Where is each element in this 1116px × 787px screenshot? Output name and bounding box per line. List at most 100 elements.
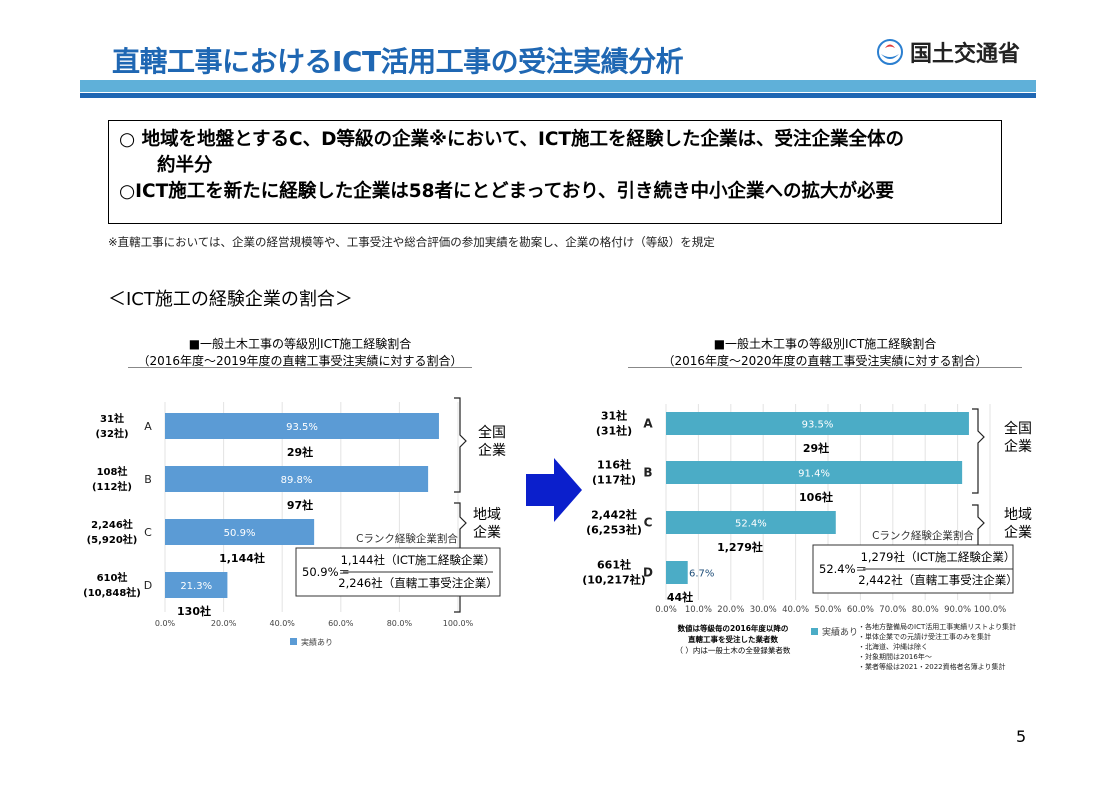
right-bar-c bbox=[666, 511, 836, 534]
left-value-label: 93.5% bbox=[286, 422, 318, 433]
left-company-count: 610社 bbox=[97, 571, 128, 584]
right-company-total: (117社) bbox=[592, 473, 636, 487]
right-value-label: 6.7% bbox=[689, 569, 714, 580]
transition-arrow-icon bbox=[526, 458, 582, 522]
right-x-tick-label: 50.0% bbox=[814, 605, 841, 615]
footnote: ※直轄工事においては、企業の経営規模等や、工事受注や総合評価の参加実績を勘案し、… bbox=[108, 235, 715, 249]
left-formula-lhs: 50.9%＝ bbox=[302, 565, 350, 579]
left-company-count: 2,246社 bbox=[91, 518, 133, 531]
right-value-label: 52.4% bbox=[735, 519, 767, 530]
left-chart-title: ■一般土木工事の等級別ICT施工経験割合 bbox=[188, 337, 412, 351]
right-chart: 0.0% 10.0% 20.0% 30.0% 40.0% 50.0% 60.0% 70.0% 8… bbox=[582, 404, 1032, 671]
left-count-label: 130社 bbox=[177, 604, 211, 618]
left-chart-subtitle: （2016年度～2019年度の直轄工事受注実績に対する割合） bbox=[137, 354, 463, 368]
right-title-underline bbox=[628, 367, 1022, 368]
right-group-bracket bbox=[972, 408, 985, 494]
left-count-label: 1,144社 bbox=[219, 551, 265, 565]
summary-line-2: ○ICT施工を新たに経験した企業は58者にとどまっており、引き続き中小企業への拡… bbox=[119, 181, 895, 202]
left-value-label: 50.9% bbox=[224, 528, 256, 539]
right-x-tick-label: 40.0% bbox=[782, 605, 809, 615]
right-x-tick-label: 100.0% bbox=[974, 605, 1006, 615]
right-company-count: 2,442社 bbox=[591, 508, 637, 522]
right-legend-label: 実績あり bbox=[822, 626, 858, 638]
right-chart-title: ■一般土木工事の等級別ICT施工経験割合 bbox=[713, 337, 937, 351]
right-group-label: 企業 bbox=[1004, 524, 1032, 541]
right-x-tick-label: 10.0% bbox=[685, 605, 712, 615]
left-count-label: 29社 bbox=[287, 445, 313, 459]
right-note-right: ・単体企業での元請け受注工事のみを集計 bbox=[858, 632, 991, 641]
left-company-total: (5,920社) bbox=[87, 533, 138, 546]
right-note-right: ・各地方整備局のICT活用工事実績リストより集計 bbox=[858, 622, 1016, 631]
right-company-total: (6,253社) bbox=[586, 523, 642, 537]
right-group-label: 企業 bbox=[1004, 438, 1032, 455]
left-bar-b bbox=[165, 466, 429, 492]
left-x-tick-label: 20.0% bbox=[211, 619, 237, 628]
page-number: 5 bbox=[1016, 727, 1027, 746]
right-note-left: 直轄工事を受注した業者数 bbox=[688, 634, 778, 644]
left-group-label: 企業 bbox=[478, 442, 506, 459]
right-company-count: 116社 bbox=[597, 458, 631, 472]
left-x-tick-label: 40.0% bbox=[269, 619, 295, 628]
left-company-total: (10,848社) bbox=[83, 586, 141, 599]
section-heading: ＜ICT施工の経験企業の割合＞ bbox=[108, 289, 353, 310]
left-x-tick-label: 60.0% bbox=[328, 619, 354, 628]
right-x-tick-label: 70.0% bbox=[879, 605, 906, 615]
right-note-left: （ ）内は一般土木の全登録業者数 bbox=[676, 645, 791, 655]
left-x-tick-label: 80.0% bbox=[387, 619, 413, 628]
right-note-left: 数値は等級毎の2016年度以降の bbox=[678, 623, 789, 633]
right-value-label: 91.4% bbox=[798, 469, 830, 480]
left-chart: 0.0% 20.0% 40.0% 60.0% 80.0% 100.0% 93.5% A 31社 (… bbox=[83, 397, 506, 647]
right-count-label: 29社 bbox=[803, 441, 829, 455]
right-note-right: ・業者等級は2021・2022資格者名簿より集計 bbox=[858, 662, 1006, 671]
logo-text: 国土交通省 bbox=[910, 42, 1021, 67]
right-company-total: (31社) bbox=[596, 424, 632, 438]
right-note-right: ・対象期間は2016年～ bbox=[858, 652, 932, 661]
right-chart-subtitle: （2016年度～2020年度の直轄工事受注実績に対する割合） bbox=[662, 354, 988, 368]
right-bar-b bbox=[666, 461, 963, 484]
header-rule-light bbox=[80, 80, 1036, 92]
left-formula-denominator: 2,246社（直轄工事受注企業） bbox=[338, 576, 497, 590]
left-group-label: 企業 bbox=[473, 524, 501, 541]
page-title: 直轄工事におけるICT活用工事の受注実績分析 bbox=[112, 45, 684, 78]
left-c-rank-title: Cランク経験企業割合 bbox=[356, 532, 458, 545]
summary-box: ○ 地域を地盤とするC、D等級の企業※において、ICT施工を経験した企業は、受注… bbox=[108, 120, 1002, 224]
right-bar-a bbox=[666, 412, 969, 435]
left-company-count: 108社 bbox=[97, 465, 128, 478]
left-company-total: (32社) bbox=[95, 427, 128, 440]
right-x-tick-label: 0.0% bbox=[655, 605, 677, 615]
right-count-label: 106社 bbox=[799, 490, 833, 504]
right-company-count: 661社 bbox=[597, 558, 631, 572]
right-x-tick-label: 80.0% bbox=[912, 605, 939, 615]
left-value-label: 21.3% bbox=[180, 581, 212, 592]
right-legend-swatch bbox=[811, 628, 818, 635]
left-group-label: 全国 bbox=[478, 424, 506, 441]
left-count-label: 97社 bbox=[287, 498, 313, 512]
right-x-tick-label: 20.0% bbox=[717, 605, 744, 615]
left-x-tick-label: 0.0% bbox=[155, 619, 176, 628]
right-group-label: 全国 bbox=[1004, 420, 1032, 437]
left-company-total: (112社) bbox=[92, 480, 132, 493]
left-bar-d bbox=[165, 572, 228, 598]
header-rule-dark bbox=[80, 93, 1036, 98]
right-c-rank-title: Cランク経験企業割合 bbox=[872, 529, 974, 542]
mlit-logo: 国土交通省 bbox=[876, 36, 1020, 68]
left-group-bracket bbox=[454, 397, 467, 493]
right-value-label: 93.5% bbox=[802, 420, 834, 431]
left-bar-c bbox=[165, 519, 315, 545]
left-formula-numerator: 1,144社（ICT施工経験企業） bbox=[341, 553, 496, 567]
right-category-label: A bbox=[643, 417, 653, 431]
left-category-label: C bbox=[144, 526, 152, 539]
right-company-total: (10,217社) bbox=[582, 573, 646, 587]
right-count-label: 1,279社 bbox=[717, 540, 763, 554]
right-bar-d bbox=[666, 561, 688, 584]
left-company-count: 31社 bbox=[100, 412, 124, 425]
left-bar-a bbox=[165, 413, 439, 439]
right-x-tick-label: 90.0% bbox=[944, 605, 971, 615]
right-formula-denominator: 2,442社（直轄工事受注企業） bbox=[858, 573, 1017, 587]
left-legend-swatch bbox=[290, 638, 297, 645]
right-count-label: 44社 bbox=[667, 590, 693, 604]
left-value-label: 89.8% bbox=[281, 475, 313, 486]
summary-line-1-cont: 約半分 bbox=[157, 155, 213, 176]
left-group-label: 地域 bbox=[473, 507, 501, 523]
right-formula-lhs: 52.4%＝ bbox=[819, 562, 867, 576]
